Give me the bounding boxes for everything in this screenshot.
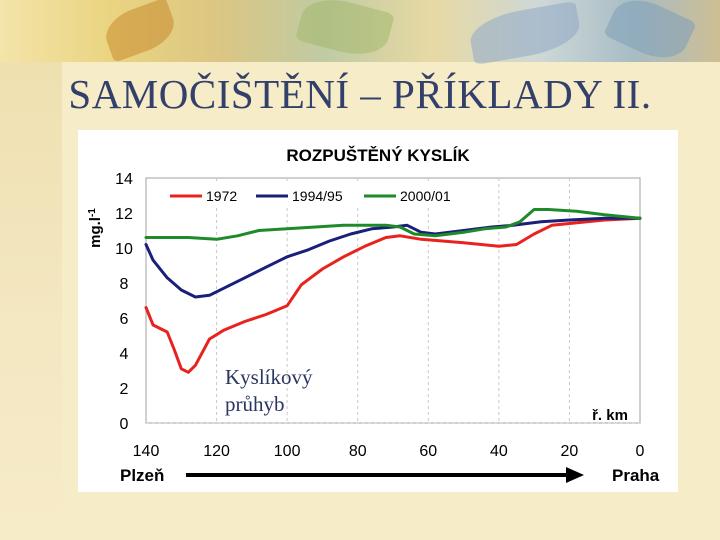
y-tick-label: 10 (115, 241, 133, 258)
dissolved-oxygen-chart: ROZPUŠTĚNÝ KYSLÍK 0 2 4 6 8 10 12 14 140 120 100 80 6… (87, 146, 660, 485)
y-axis-label: mg.l-1 (87, 208, 105, 248)
direction-arrow-head (566, 467, 584, 483)
annotation-line-2: průhyb (225, 392, 285, 416)
y-axis-label-exponent: -1 (87, 208, 98, 217)
y-axis-label-unit: mg.l (87, 217, 104, 248)
chart-panel: ROZPUŠTĚNÝ KYSLÍK 0 2 4 6 8 10 12 14 140 120 100 80 6… (78, 130, 678, 492)
chart-title: ROZPUŠTĚNÝ KYSLÍK (286, 146, 470, 165)
oxygen-sag-annotation: Kyslíkový průhyb (225, 364, 313, 418)
legend-label: 1972 (206, 188, 237, 204)
y-tick-label: 14 (115, 171, 133, 188)
annotation-line-1: Kyslíkový (225, 365, 313, 389)
series-line-1972 (144, 216, 642, 374)
x-tick-label: 60 (419, 443, 437, 460)
x-tick-label: 20 (561, 443, 579, 460)
y-tick-label: 12 (115, 206, 133, 223)
legend-label: 1994/95 (292, 188, 343, 204)
decorative-left-band (0, 62, 62, 540)
x-tick-label: 100 (274, 443, 301, 460)
end-location-label: Praha (612, 466, 660, 485)
x-tick-label: 80 (349, 443, 367, 460)
x-tick-label: 120 (203, 443, 230, 460)
x-tick-label: 140 (133, 443, 160, 460)
y-tick-label: 6 (120, 311, 129, 328)
series-line-1994-95 (144, 216, 642, 299)
slide-title: SAMOČIŠTĚNÍ – PŘÍKLADY II. (68, 71, 652, 117)
plot-area-border (145, 177, 641, 424)
x-tick-label: 40 (490, 443, 508, 460)
series-line-2000-01 (144, 208, 642, 241)
y-tick-label: 2 (120, 381, 129, 398)
start-location-label: Plzeň (120, 466, 164, 485)
x-tick-label: 0 (636, 443, 645, 460)
x-axis-label: ř. km (592, 407, 628, 424)
y-tick-label: 0 (120, 416, 129, 433)
legend-label: 2000/01 (400, 188, 451, 204)
y-tick-label: 8 (120, 276, 129, 293)
y-tick-label: 4 (120, 346, 129, 363)
